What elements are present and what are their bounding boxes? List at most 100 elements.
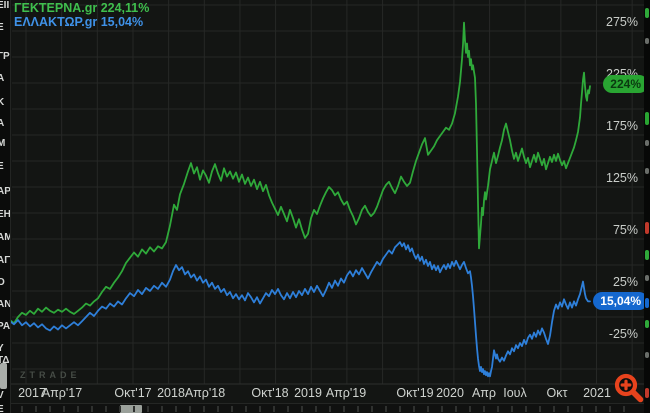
left-panel-text-fragment: Ε [0, 161, 10, 172]
left-panel-text-fragment: ΕΙΙ [0, 0, 10, 11]
legend-value-ellaktor: 15,04% [100, 15, 144, 29]
timeline-highlight-box[interactable] [120, 405, 142, 413]
timeline-tick [203, 406, 205, 412]
y-axis-label: 75% [613, 223, 638, 237]
x-axis-label: Οκτ [547, 386, 568, 400]
right-panel-cell-fragment [645, 222, 649, 234]
zoom-button[interactable] [612, 371, 648, 407]
left-panel-text-fragment: ΑΓ [0, 255, 11, 266]
right-panel-cell-fragment [645, 275, 649, 281]
right-panel-sliver [644, 0, 650, 413]
right-panel-cell-fragment [645, 140, 649, 146]
timeline-tick [567, 406, 569, 412]
x-axis-label: Απρ'18 [185, 386, 225, 400]
right-panel-cell-fragment [645, 8, 649, 18]
comparison-chart[interactable]: 275% 225% 175% 125% 75% 25% -25% 2017 Απρ'17 Οκτ'… [11, 0, 650, 413]
timeline-tick [147, 406, 149, 412]
ztrade-watermark: ZTRADE [20, 370, 81, 380]
timeline-tick [231, 406, 233, 412]
timeline-tick [175, 406, 177, 412]
right-panel-cell-fragment [645, 320, 649, 328]
timeline-strip[interactable] [11, 403, 650, 413]
left-panel-text-fragment: Α [0, 73, 10, 84]
timeline-tick [287, 406, 289, 412]
right-panel-cell-fragment [645, 388, 649, 398]
left-panel-text-fragment: Κ [0, 97, 10, 108]
timeline-tick [273, 406, 275, 412]
timeline-tick [77, 406, 79, 412]
ellaktor-last-value-badge: 15,04% [593, 292, 648, 311]
y-axis-label: 175% [606, 119, 638, 133]
timeline-tick [189, 406, 191, 412]
series-line-ellaktor [11, 241, 591, 378]
timeline-tick [35, 406, 37, 412]
timeline-tick [301, 406, 303, 412]
left-panel-text-fragment: ΑΝ [0, 299, 11, 310]
timeline-tick [427, 406, 429, 412]
timeline-tick [581, 406, 583, 412]
timeline-tick [525, 406, 527, 412]
timeline-tick [385, 406, 387, 412]
legend-item-ellaktor[interactable]: ΕΛΛΑΚΤΩΡ.gr 15,04% [14, 15, 149, 29]
x-axis-label: Οκτ'19 [396, 386, 433, 400]
left-panel-text-fragment: ΓΡ [0, 51, 10, 62]
series-line-gekterna [11, 21, 591, 325]
ellaktor-badge-text: 15,04% [600, 294, 641, 309]
x-axis-label: 2020 [436, 386, 464, 400]
x-axis-label: 2021 [583, 386, 611, 400]
timeline-tick [315, 406, 317, 412]
left-panel-sliver: ΕΙΙΕΓΡΑΚΑΜΕΑΡΕΗΑΜΑΓΟΑΝΡΑΥΤΔVΕ [0, 0, 11, 413]
legend-label-gekterna: ΓΕΚΤΕΡΝΑ.gr [14, 1, 98, 15]
right-panel-cell-fragment [645, 168, 649, 174]
timeline-tick [63, 406, 65, 412]
timeline-tick [595, 406, 597, 412]
left-panel-text-fragment: Ε [0, 404, 10, 413]
timeline-tick [413, 406, 415, 412]
legend-item-gekterna[interactable]: ΓΕΚΤΕΡΝΑ.gr 224,11% [14, 1, 149, 15]
left-panel-text-fragment: Ο [0, 277, 10, 288]
left-panel-text-fragment: Α [0, 118, 10, 129]
chart-legend: ΓΕΚΤΕΡΝΑ.gr 224,11% ΕΛΛΑΚΤΩΡ.gr 15,04% [14, 1, 149, 29]
y-axis-label: 25% [613, 275, 638, 289]
y-axis-label: -25% [609, 327, 638, 341]
y-axis-label: 275% [606, 15, 638, 29]
timeline-tick [623, 406, 625, 412]
left-panel-text-fragment: Υ [0, 343, 10, 354]
timeline-tick [539, 406, 541, 412]
left-panel-text-fragment: ΕΗ [0, 209, 11, 220]
x-axis-label: Οκτ'17 [114, 386, 151, 400]
legend-value-gekterna: 224,11% [100, 1, 150, 15]
timeline-tick [469, 406, 471, 412]
x-axis-label: 2019 [294, 386, 322, 400]
timeline-tick [329, 406, 331, 412]
left-panel-text-fragment: ΤΔ [0, 355, 10, 366]
left-scrollbar-thumb[interactable] [0, 363, 7, 389]
left-panel-text-fragment: V [0, 390, 10, 401]
right-panel-cell-fragment [645, 298, 649, 308]
timeline-tick [49, 406, 51, 412]
timeline-tick [497, 406, 499, 412]
legend-label-ellaktor: ΕΛΛΑΚΤΩΡ.gr [14, 15, 98, 29]
timeline-tick [511, 406, 513, 412]
x-axis-label: Οκτ'18 [251, 386, 288, 400]
left-panel-text-fragment: Μ [0, 138, 10, 149]
timeline-tick [357, 406, 359, 412]
timeline-tick [245, 406, 247, 412]
timeline-tick [105, 406, 107, 412]
x-axis-label: 2017 [18, 386, 46, 400]
timeline-tick [217, 406, 219, 412]
right-panel-cell-fragment [645, 250, 649, 260]
timeline-tick [21, 406, 23, 412]
timeline-tick [441, 406, 443, 412]
left-panel-text-fragment: ΑΜ [0, 232, 10, 243]
timeline-tick [161, 406, 163, 412]
right-panel-cell-fragment [645, 38, 649, 44]
timeline-tick [119, 406, 121, 412]
left-panel-text-fragment: ΡΑ [0, 321, 11, 332]
gekterna-last-value-badge: 224% [603, 75, 648, 94]
timeline-tick [399, 406, 401, 412]
x-axis-label: Απρ'19 [326, 386, 366, 400]
timeline-tick [609, 406, 611, 412]
